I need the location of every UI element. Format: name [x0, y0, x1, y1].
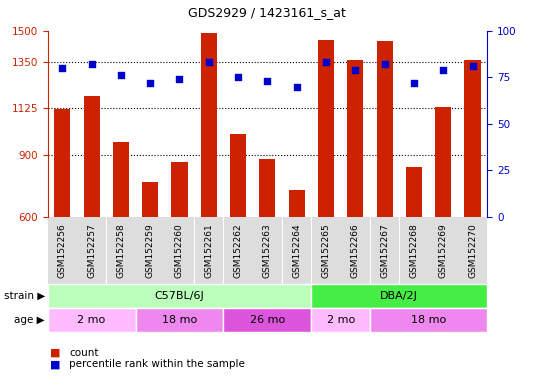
Point: [468, 63, 477, 69]
Bar: [171, 162, 188, 217]
Point: [409, 80, 418, 86]
Point: [351, 67, 360, 73]
Text: GSM152268: GSM152268: [409, 223, 418, 278]
Point: [204, 59, 213, 65]
Point: [292, 84, 301, 90]
Bar: [259, 159, 276, 217]
Text: count: count: [69, 348, 99, 358]
Bar: [288, 190, 305, 217]
Point: [58, 65, 67, 71]
Text: GSM152267: GSM152267: [380, 223, 389, 278]
Text: 2 mo: 2 mo: [77, 315, 106, 325]
Point: [87, 61, 96, 67]
Text: percentile rank within the sample: percentile rank within the sample: [69, 359, 245, 369]
Text: GSM152262: GSM152262: [234, 223, 242, 278]
Text: GSM152266: GSM152266: [351, 223, 360, 278]
Text: GSM152259: GSM152259: [146, 223, 155, 278]
Bar: [83, 96, 100, 217]
Text: ■: ■: [50, 359, 61, 369]
Text: GSM152265: GSM152265: [321, 223, 330, 278]
Text: GSM152257: GSM152257: [87, 223, 96, 278]
Bar: [200, 33, 217, 217]
Text: GSM152269: GSM152269: [438, 223, 448, 278]
Text: 18 mo: 18 mo: [411, 315, 446, 325]
Text: GSM152260: GSM152260: [175, 223, 184, 278]
Text: strain ▶: strain ▶: [3, 291, 45, 301]
Text: 18 mo: 18 mo: [162, 315, 197, 325]
Point: [263, 78, 272, 84]
Bar: [54, 109, 71, 217]
Point: [438, 67, 447, 73]
Bar: [435, 107, 451, 217]
Text: GSM152263: GSM152263: [263, 223, 272, 278]
Bar: [376, 41, 393, 217]
Bar: [464, 60, 480, 217]
Bar: [347, 60, 363, 217]
Bar: [230, 134, 246, 217]
Text: GSM152264: GSM152264: [292, 223, 301, 278]
Text: GSM152261: GSM152261: [204, 223, 213, 278]
Point: [380, 61, 389, 67]
Text: GSM152256: GSM152256: [58, 223, 67, 278]
Bar: [406, 167, 422, 217]
Text: C57BL/6J: C57BL/6J: [155, 291, 204, 301]
Bar: [318, 40, 334, 217]
Text: age ▶: age ▶: [14, 315, 45, 325]
Point: [175, 76, 184, 82]
Point: [234, 74, 242, 80]
Text: GDS2929 / 1423161_s_at: GDS2929 / 1423161_s_at: [189, 6, 346, 19]
Text: ■: ■: [50, 348, 61, 358]
Text: 2 mo: 2 mo: [326, 315, 355, 325]
Point: [146, 80, 155, 86]
Text: DBA/2J: DBA/2J: [380, 291, 418, 301]
Text: 26 mo: 26 mo: [250, 315, 285, 325]
Text: GSM152270: GSM152270: [468, 223, 477, 278]
Point: [116, 72, 125, 78]
Bar: [113, 142, 129, 217]
Bar: [142, 182, 158, 217]
Text: GSM152258: GSM152258: [116, 223, 125, 278]
Point: [321, 59, 330, 65]
